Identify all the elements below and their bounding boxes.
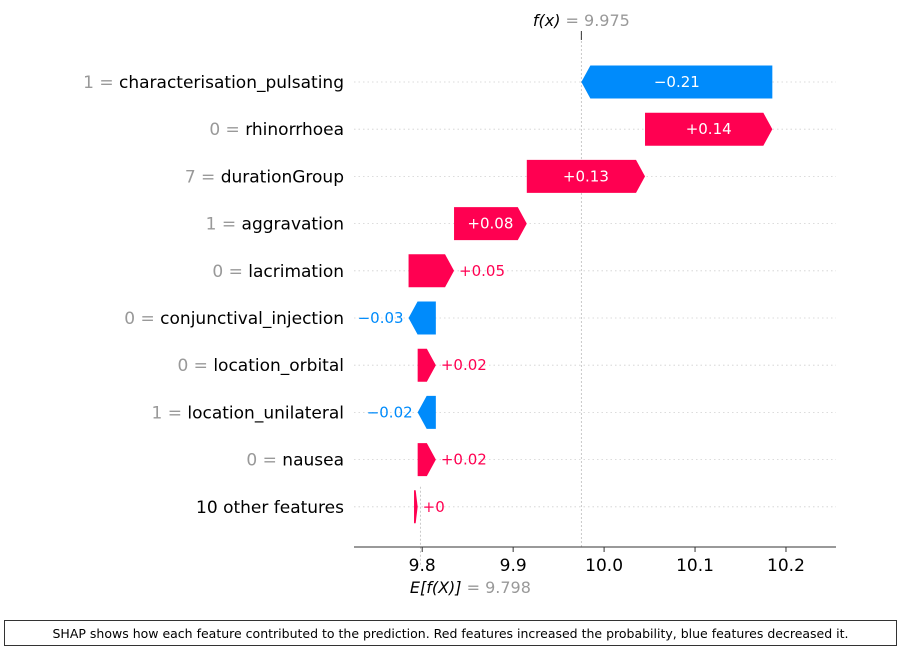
contribution-label-8: −0.02 [367, 403, 413, 421]
contribution-label-6: −0.03 [358, 309, 404, 327]
contribution-arrow-3 [526, 159, 646, 193]
contribution-arrow-5 [408, 254, 455, 288]
contribution-arrow-9 [417, 443, 436, 477]
contribution-label-3: +0.13 [563, 167, 609, 185]
contribution-label-4: +0.08 [467, 215, 513, 233]
contribution-label-1: −0.21 [654, 73, 700, 91]
contribution-arrow-8 [417, 395, 436, 429]
feature-label-5: 0 = lacrimation [212, 262, 344, 282]
chart-caption: SHAP shows how each feature contributed … [4, 620, 897, 646]
contribution-label-10: +0 [423, 498, 445, 516]
feature-label-7: 0 = location_orbital [177, 356, 344, 376]
x-tick-label: 10.0 [585, 556, 623, 576]
x-tick-label: 10.1 [676, 556, 714, 576]
contribution-arrow-1 [581, 65, 773, 99]
x-tick-label: 10.2 [767, 556, 805, 576]
contribution-label-7: +0.02 [441, 356, 487, 374]
feature-label-9: 0 = nausea [246, 451, 344, 471]
contribution-arrow-7 [417, 348, 436, 382]
fx-annotation: f(x) = 9.975 [533, 11, 630, 30]
feature-label-8: 1 = location_unilateral [152, 403, 345, 423]
shap-waterfall-chart: −0.21 1 = characterisation_pulsating +0.14… [83, 11, 836, 597]
contribution-arrow-2 [645, 112, 773, 146]
contribution-arrow-10 [414, 490, 418, 524]
feature-label-6: 0 = conjunctival_injection [124, 309, 344, 329]
expected-value-annotation: E[f(X)] = 9.798 [410, 578, 531, 597]
contribution-arrow-4 [454, 207, 527, 241]
contribution-label-5: +0.05 [459, 262, 505, 280]
contribution-label-2: +0.14 [686, 120, 732, 138]
feature-label-4: 1 = aggravation [206, 215, 344, 235]
feature-label-1: 1 = characterisation_pulsating [83, 73, 344, 93]
feature-label-2: 0 = rhinorrhoea [209, 120, 344, 140]
feature-label-10: 10 other features [196, 498, 344, 518]
contribution-arrow-6 [408, 301, 436, 335]
feature-label-3: 7 = durationGroup [185, 167, 344, 187]
contribution-label-9: +0.02 [441, 451, 487, 469]
x-tick-label: 9.9 [500, 556, 527, 576]
chart-caption-text: SHAP shows how each feature contributed … [52, 625, 849, 641]
x-tick-label: 9.8 [409, 556, 436, 576]
